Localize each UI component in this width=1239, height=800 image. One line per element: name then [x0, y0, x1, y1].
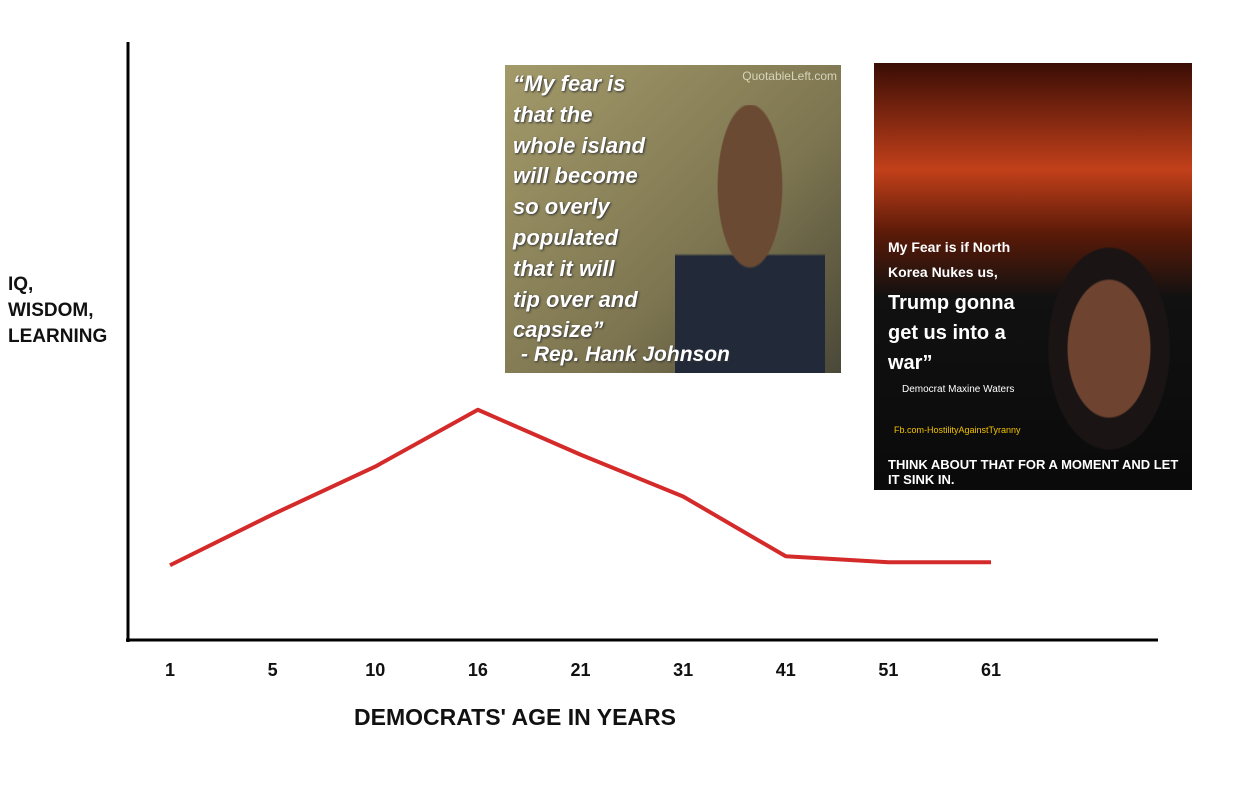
author: Democrat Maxine Waters — [902, 384, 1015, 395]
author: - Rep. Hank Johnson — [521, 343, 730, 366]
text-line: Trump gonna — [888, 292, 1015, 314]
y-label-line: LEARNING — [8, 326, 108, 347]
quote: “My fear is that the whole island will beco… — [513, 69, 645, 346]
quote-image: “My fear is that the whole island will beco… — [505, 65, 841, 373]
text-line: tip over and — [513, 286, 638, 312]
portrait — [1024, 233, 1192, 490]
text-line: “My fear is — [513, 71, 626, 96]
x-tick-label: 41 — [776, 660, 796, 680]
portrait — [675, 105, 825, 373]
text-line: capsize” — [513, 317, 604, 343]
text-line: that the — [513, 101, 593, 127]
headline: Trump gonna get us into a war” — [888, 288, 1015, 378]
x-axis-label: DEMOCRATS' AGE IN YEARS — [354, 704, 676, 730]
x-tick-label: 21 — [570, 660, 590, 680]
text-line: will become — [513, 163, 638, 189]
x-tick-label: 16 — [468, 660, 488, 680]
x-tick-label: 51 — [878, 660, 898, 680]
x-tick-label: 31 — [673, 660, 693, 680]
quote-image: My Fear is if North Korea Nukes us, Trump… — [874, 63, 1192, 490]
data-line — [169, 407, 991, 568]
text-line: Korea Nukes us, — [888, 264, 998, 280]
x-tick-label: 61 — [981, 660, 1001, 680]
text-line: war” — [888, 352, 933, 374]
footer: THINK ABOUT THAT FOR A MOMENT AND LET IT… — [888, 457, 1179, 487]
y-axis-label: IQ, WISDOM, LEARNING — [8, 272, 107, 350]
text-line: that it will — [513, 255, 615, 281]
source: Fb.com-HostilityAgainstTyranny — [894, 425, 1021, 435]
x-tick-label: 5 — [268, 660, 278, 680]
source: QuotableLeft.com — [742, 69, 837, 83]
text-line: so overly — [513, 194, 610, 220]
y-label-line: WISDOM, — [8, 300, 94, 321]
text-line: populated — [513, 224, 619, 250]
text-line: My Fear is if North — [888, 239, 1011, 255]
text-line: get us into a — [888, 322, 1006, 344]
x-tick-label: 1 — [165, 660, 175, 680]
text-line: whole island — [513, 132, 646, 158]
y-label-line: IQ, — [8, 274, 34, 295]
quote: My Fear is if North Korea Nukes us, — [888, 235, 1010, 285]
x-tick-label: 10 — [365, 660, 385, 680]
